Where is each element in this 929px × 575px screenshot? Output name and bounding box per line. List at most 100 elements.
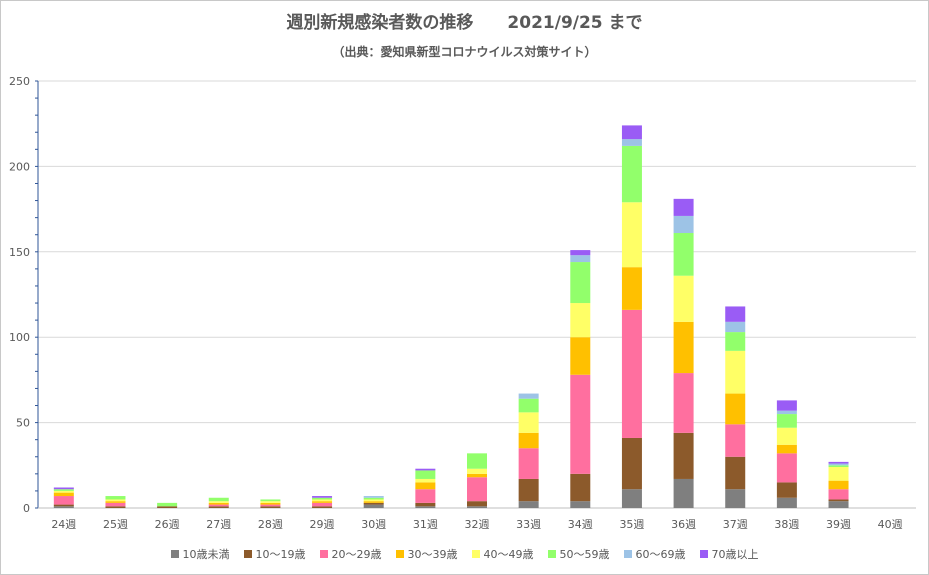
bar-segment [518,398,539,413]
bar-segment [467,473,487,478]
bar-segment [53,504,74,507]
bar-segment [363,496,384,498]
legend-label: 40～49歳 [483,548,534,561]
legend-item: 10歳未満 [170,546,230,562]
bar-segment [725,321,746,333]
bar-segment [725,393,746,425]
bar-segment [105,502,126,507]
bar-segment [467,501,487,507]
bar-segment [725,306,746,322]
bar-segment [518,412,539,433]
bar-segment [312,496,333,498]
bar-segment [828,489,849,500]
legend-item: 60～69歳 [623,546,686,562]
legend-swatch [243,550,252,558]
bar-segment [260,501,281,503]
bar-segment [673,373,694,433]
bar-segment [725,424,746,457]
y-tick-label: 200 [9,160,30,173]
bar-segment [725,456,746,490]
legend-label: 10歳未満 [182,548,230,561]
legend-swatch [395,550,404,558]
bar-segment [363,499,384,502]
bar-segment [621,437,642,490]
y-tick-label: 150 [9,246,30,259]
legend-swatch [319,550,328,558]
bar-segment [518,432,539,449]
bar-segment [363,501,384,503]
x-tick-label: 40週 [878,518,903,531]
x-tick-label: 37週 [723,518,748,531]
bar-segment [828,461,849,464]
chart-legend: 10歳未満 10～19歳 20～29歳 30～39歳 40～49歳 50～59歳 60～69… [0,546,929,562]
legend-item: 70歳以上 [699,546,759,562]
bar-segment [260,499,281,502]
bar-segment [363,502,384,505]
legend-item: 20～29歳 [319,546,382,562]
bar-segment [260,504,281,507]
bar-segment [415,482,436,490]
bar-segment [105,496,126,500]
bar-segment [725,350,746,394]
bar-segment [415,478,436,483]
legend-label: 70歳以上 [711,548,759,561]
bar-segment [570,255,591,263]
bar-segment [673,215,694,234]
x-tick-label: 29週 [310,518,335,531]
bar-segment [776,410,797,415]
y-tick-label: 250 [9,75,30,88]
bar-segment [415,468,436,471]
bar-segment [570,303,591,338]
bar-segment [53,489,74,491]
bar-segment [570,262,591,304]
bar-segment [363,504,384,508]
bar-segment [53,506,74,508]
bar-segment [208,501,229,503]
bar-segment [518,501,539,508]
bar-segment [828,501,849,508]
y-tick-label: 50 [16,417,30,430]
bar-segment [157,506,178,508]
bar-segment [312,506,333,508]
bar-segment [467,468,487,474]
bar-segment [828,499,849,502]
x-tick-label: 34週 [568,518,593,531]
legend-item: 50～59歳 [547,546,610,562]
bar-segment [570,501,591,508]
bar-segment [828,467,849,481]
bar-segment [776,400,797,411]
bar-segment [621,309,642,438]
legend-item: 30～39歳 [395,546,458,562]
bar-segment [673,198,694,216]
bar-segment [725,489,746,508]
bar-segment [621,202,642,268]
x-tick-label: 31週 [413,518,438,531]
y-tick-label: 0 [23,502,30,515]
bar-segment [415,502,436,507]
bar-segment [415,489,436,503]
bar-segment [621,489,642,508]
legend-swatch [623,550,632,558]
bar-segment [518,448,539,479]
bar-segment [312,502,333,507]
bar-segment [53,490,74,493]
bar-segment [776,427,797,445]
x-tick-label: 33週 [516,518,541,531]
x-tick-label: 35週 [619,518,644,531]
chart-title: 週別新規感染者数の推移 2021/9/25 まで [286,13,643,33]
x-tick-label: 39週 [826,518,851,531]
x-tick-label: 32週 [465,518,490,531]
legend-swatch [170,550,179,558]
bar-segment [673,321,694,374]
x-tick-label: 25週 [103,518,128,531]
bar-segment [725,332,746,351]
x-tick-label: 28週 [258,518,283,531]
x-tick-label: 24週 [51,518,76,531]
x-tick-label: 27週 [206,518,231,531]
legend-item: 10～19歳 [243,546,306,562]
bar-segment [105,499,126,502]
chart-subtitle: （出典：愛知県新型コロナウイルス対策サイト） [332,45,597,59]
bar-segment [570,473,591,502]
